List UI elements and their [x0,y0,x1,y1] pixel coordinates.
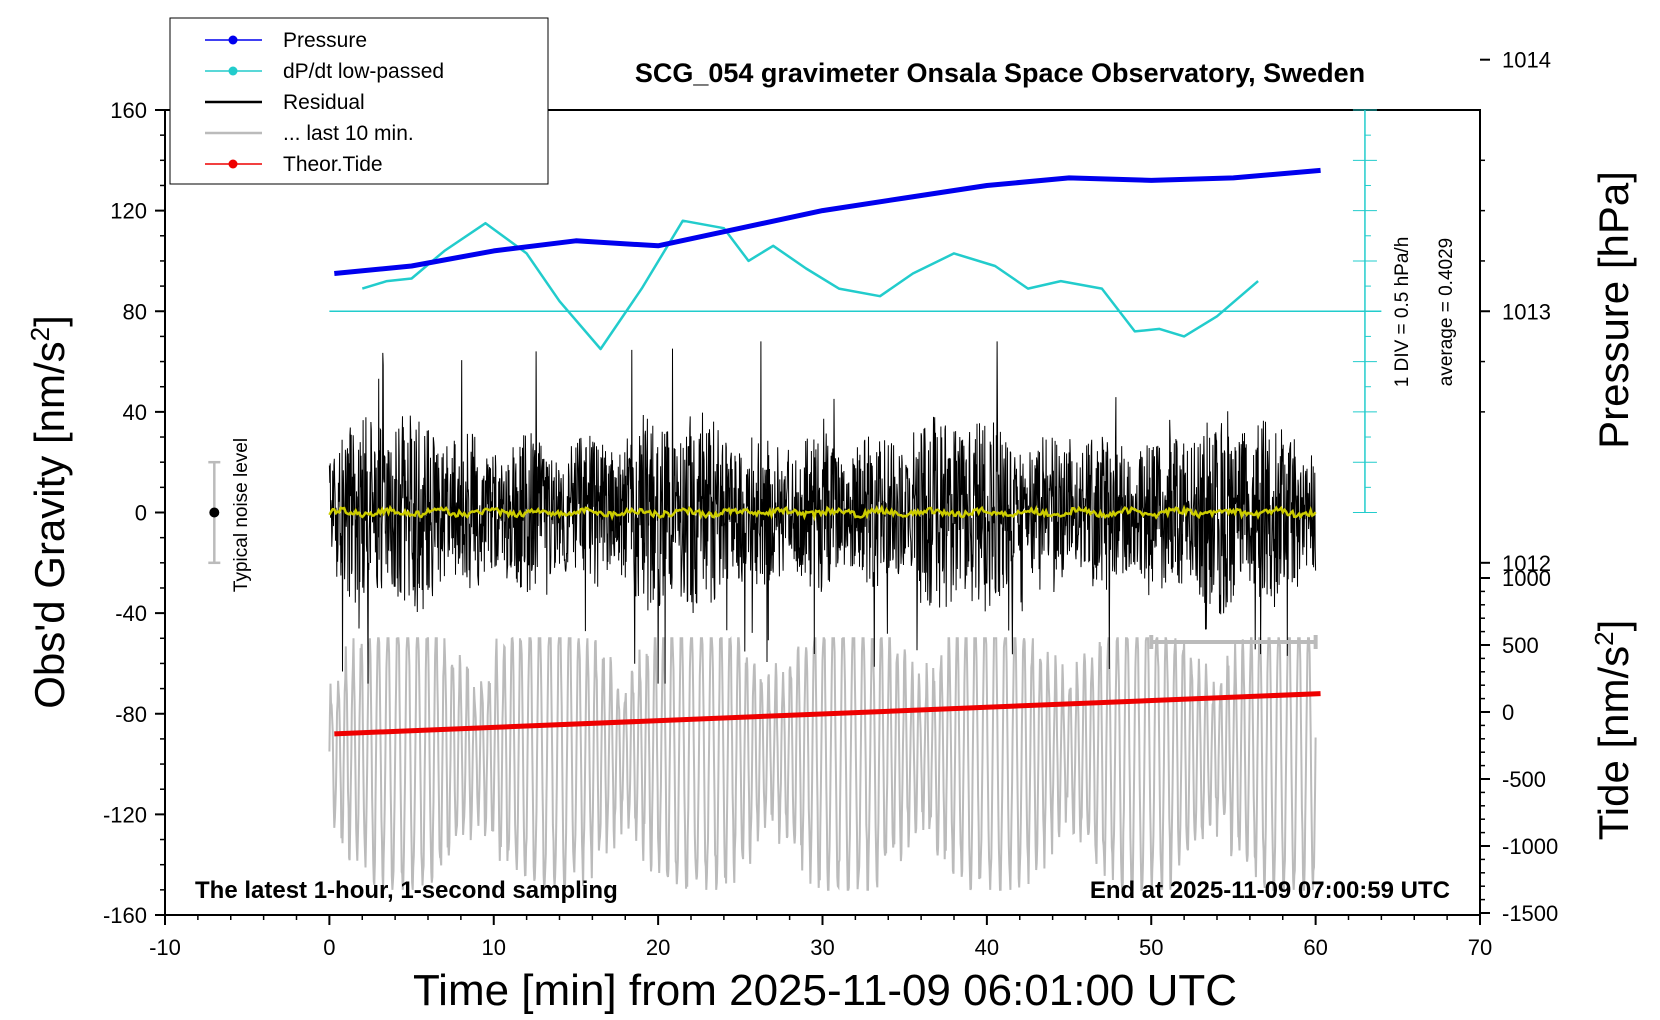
pressure-axis: 1014 1013 1012 [1479,48,1551,576]
series-layer [208,109,1382,891]
pressure-line [334,167,1321,276]
legend-marker [228,66,238,76]
chart-title: SCG_054 gravimeter Onsala Space Observat… [635,58,1365,88]
tide-axis: 1000 500 0 -500 -1000 -1500 [1480,566,1558,926]
legend-label: ... last 10 min. [283,122,414,145]
y-axis-label-pressure: Pressure [hPa] [1590,171,1637,449]
x-axis-label: Time [min] from 2025-11-09 06:01:00 UTC [413,966,1237,1015]
y-tick-label: -80 [115,702,147,727]
residual-line [328,341,1317,684]
y-tick-label: 0 [135,501,147,526]
x-tick-label: 50 [1139,935,1163,960]
y-tick-label: -40 [115,601,147,626]
y-axis-label-left: Obs'd Gravity [nm/s2] [25,315,73,709]
y-axis-label-left-sup: 2 [25,327,55,341]
dpdt-line [361,219,1259,351]
y-tick-label: 120 [110,199,147,224]
sampling-note: The latest 1-hour, 1-second sampling [195,877,618,904]
end-time-note: End at 2025-11-09 07:00:59 UTC [1090,877,1450,904]
y-tick-label: 80 [123,299,147,324]
pressure-tick-label: 1013 [1502,299,1551,324]
x-axis: -10 0 10 20 30 40 50 60 70 [149,915,1492,960]
last-10-min-line [328,636,1317,891]
legend-label: Residual [283,91,365,114]
tide-tick-label: 500 [1502,633,1539,658]
x-tick-label: 20 [646,935,670,960]
y-tick-label: -160 [103,903,147,928]
y-axis-label-left-close: ] [26,315,73,327]
tide-tick-label: 1000 [1502,566,1551,591]
legend-label: Pressure [283,29,367,52]
legend-marker [228,35,238,45]
legend-marker [228,159,238,169]
x-tick-label: 0 [323,935,335,960]
legend-label: Theor.Tide [283,153,383,176]
x-tick-label: -10 [149,935,181,960]
x-tick-label: 10 [482,935,506,960]
pressure-tick-label: 1014 [1502,48,1551,73]
y-axis-label-tide-close: ] [1590,620,1637,632]
tide-tick-label: 0 [1502,700,1514,725]
x-tick-label: 70 [1468,935,1492,960]
noise-level-dot [209,507,220,518]
x-tick-label: 60 [1303,935,1327,960]
legend-label: dP/dt low-passed [283,60,444,83]
y-tick-label: -120 [103,802,147,827]
pressure-scale-label: 1 DIV = 0.5 hPa/h [1392,237,1413,388]
residual-low-passed-line [328,504,1317,522]
theor-tide-line [334,691,1321,737]
y-axis-label-left-text: Obs'd Gravity [nm/s [26,341,73,708]
x-tick-label: 30 [810,935,834,960]
y-axis-label-tide: Tide [nm/s2] [1589,620,1637,841]
pressure-average-label: average = 0.4029 [1436,238,1457,386]
tide-tick-label: -1500 [1502,901,1558,926]
legend: Pressure dP/dt low-passed Residual ... last… [169,17,549,185]
tide-tick-label: -500 [1502,767,1546,792]
y-axis: 160 120 80 40 0 -40 -80 -120 -160 [103,98,165,928]
tide-tick-label: -1000 [1502,834,1558,859]
y-axis-label-tide-sup: 2 [1589,631,1619,645]
x-tick-label: 40 [975,935,999,960]
y-tick-label: 40 [123,400,147,425]
noise-level-label: Typical noise level [231,438,252,592]
y-axis-label-tide-text: Tide [nm/s [1590,646,1637,841]
y-tick-label: 160 [110,98,147,123]
pressure-tick-label: 1012 [1502,551,1551,576]
